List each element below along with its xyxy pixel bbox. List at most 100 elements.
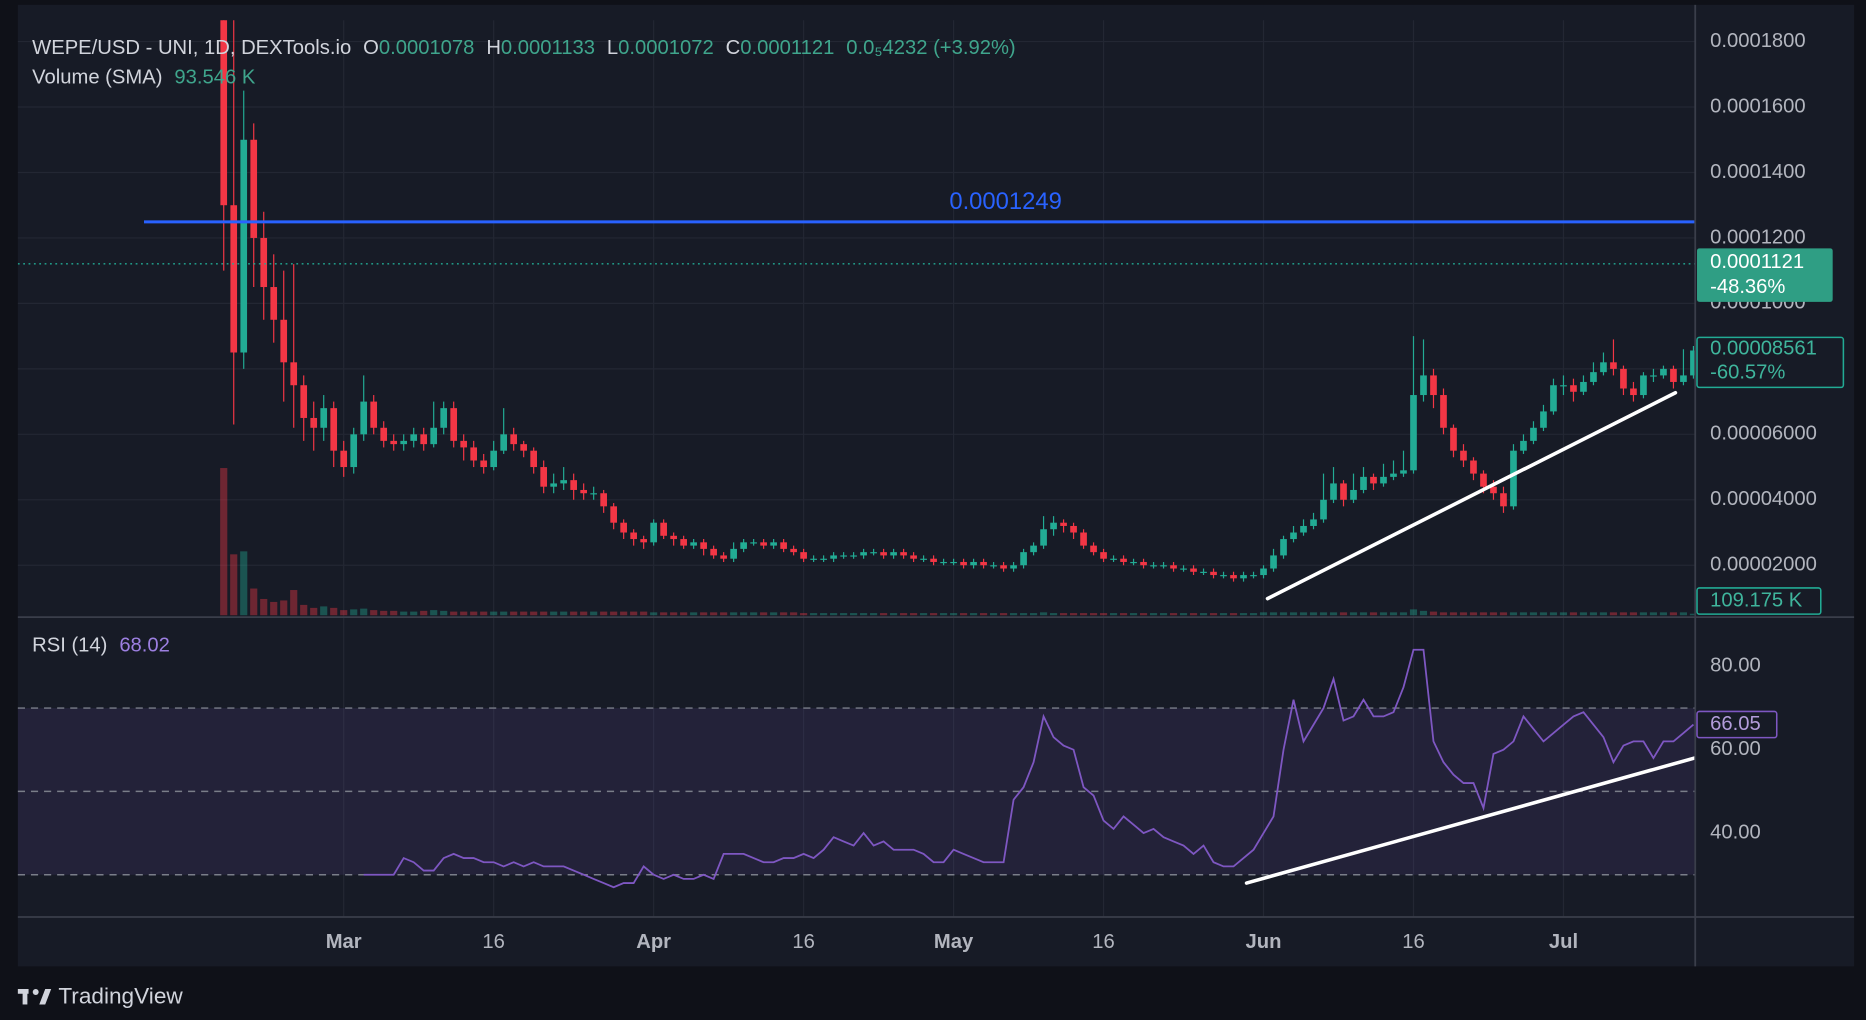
volume-bar [1339,612,1348,616]
volume-bar [660,612,668,616]
candle-body [1590,372,1597,382]
rsi-value: 68.02 [119,635,170,657]
volume-bar [1479,612,1488,616]
volume-bar [1020,613,1028,616]
candle-body [870,552,877,554]
candle-body [1090,545,1097,553]
candle-body [1440,395,1447,428]
volume-bar [230,554,238,616]
rsi-legend: RSI (14) 68.02 [32,635,170,657]
candle-body [1300,525,1307,533]
volume-bar [490,611,498,616]
candle-body [580,489,587,494]
volume-bar [410,611,418,616]
candle-body [1570,385,1577,392]
candle-body [740,542,747,549]
x-tick-label: Jun [1246,931,1282,953]
volume-bar [1419,610,1428,616]
candle-body [240,139,248,353]
volume-bar [540,611,548,616]
volume-bar [880,613,888,616]
last-price-value: 0.00008561 [1710,338,1817,360]
candle-body [540,467,547,487]
volume-bar [810,613,818,616]
volume-bar [1469,612,1478,616]
candle-body [730,548,737,559]
volume-badge-value: 109.175 K [1710,589,1803,611]
candle-body [1680,375,1687,382]
volume-bar [910,613,918,616]
candle-body [850,555,857,557]
candle-body [1630,388,1637,396]
candle-body [470,447,478,461]
volume-bar [580,611,588,616]
candle-body [680,539,687,546]
rsi-layer [363,648,1695,889]
volume-bar [840,613,848,616]
candle-body [880,552,887,556]
candle-body [310,417,318,428]
candle-body [1070,525,1077,533]
candle-body [1620,368,1627,389]
volume-bar [1399,612,1408,616]
volume-bar [1609,612,1618,616]
rsi-band-layer [17,707,1695,876]
rsi-trendline [1244,756,1695,885]
volume-bar [1129,613,1138,616]
volume-bar [1209,613,1218,616]
volume-bar [1679,612,1688,616]
volume-bar [1589,612,1598,616]
volume-bar [380,610,388,616]
volume-bar [1669,612,1678,616]
volume-bar [1579,612,1588,616]
candle-body [900,552,907,556]
y-tick-label: 0.0001800 [1710,30,1806,52]
candle-body [650,522,657,543]
y-tick-label: 0.0001600 [1710,95,1806,117]
volume-bar [1539,612,1548,616]
candle-body [420,434,428,445]
volume-bar [460,611,468,616]
volume-bar [1109,613,1118,616]
volume-bar [1139,613,1148,616]
rsi-tick-label: 40.00 [1710,821,1761,843]
candle-body [260,237,268,288]
volume-bar [1319,612,1328,616]
horizontal-line-label: 0.0001249 [949,188,1061,215]
volume-bar [1349,612,1358,616]
candle-body [1030,545,1037,553]
volume-bar [1569,612,1578,616]
candle-body [1200,571,1207,573]
chart-background [17,4,1855,967]
volume-bar [690,612,698,616]
candle-body [790,548,797,553]
volume-bar [650,612,658,616]
volume-bar [530,611,538,616]
candle-body [400,440,408,445]
volume-bar [830,613,838,616]
candle-body [610,506,617,523]
volume-bar [1639,612,1648,616]
volume-bar [450,611,458,616]
candle-body [270,287,278,320]
volume-bar [1689,613,1695,616]
volume-bar [1629,612,1638,616]
volume-bar [1599,612,1608,616]
volume-bar [1299,612,1308,616]
candle-body [1370,476,1377,484]
candle-body [1080,532,1087,546]
volume-bar [1619,612,1628,616]
close-badge [1697,248,1833,302]
volume-bar [360,608,368,616]
volume-bar [1229,613,1238,616]
candle-body [1380,476,1387,484]
candle-body [340,450,348,468]
volume-bar [610,611,618,616]
volume-bar [280,600,288,616]
brand: TradingView [58,983,183,1008]
candle-body [1290,532,1297,540]
volume-bar [560,611,568,616]
volume-bar [1409,609,1418,616]
candle-body [1220,575,1227,577]
candle-body [1320,499,1327,520]
